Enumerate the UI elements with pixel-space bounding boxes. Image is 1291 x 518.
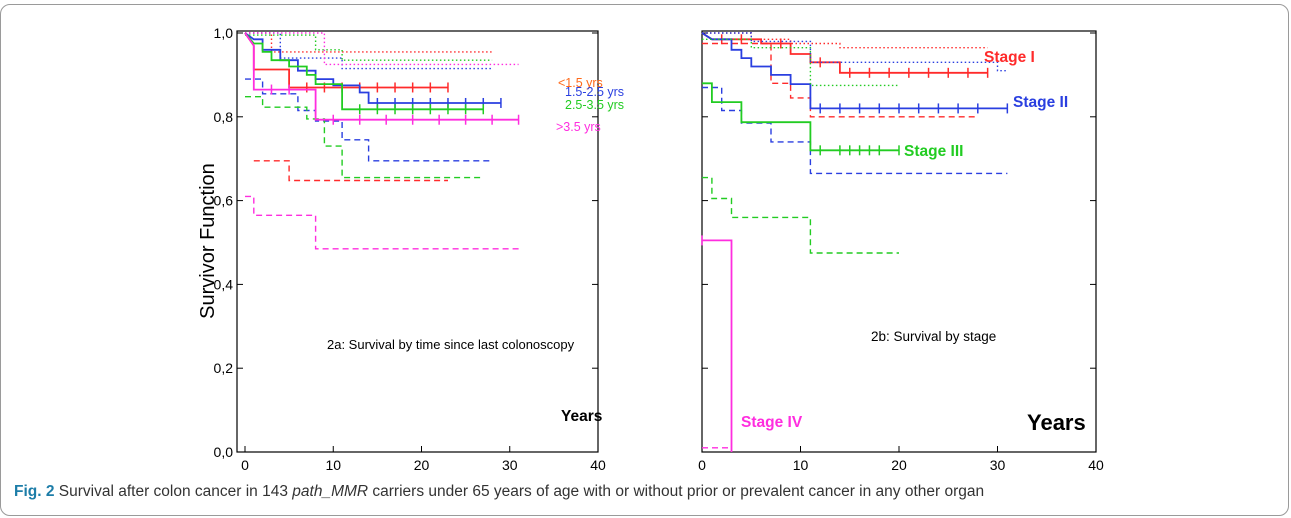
series-label: Stage III	[904, 143, 963, 160]
series-line-2b-0	[701, 32, 988, 74]
caption-italic: path_MMR	[292, 483, 369, 500]
x-tick-label: 0	[241, 457, 249, 473]
figure-caption: Fig. 2 Survival after colon cancer in 14…	[14, 483, 1284, 501]
caption-text-after: carriers under 65 years of age with or w…	[368, 483, 985, 500]
caption-text-before: Survival after colon cancer in 143	[54, 483, 293, 500]
series-line-2a-10	[244, 32, 519, 121]
y-tick-label: 0,6	[214, 193, 234, 209]
series-line-2b-1	[702, 32, 988, 49]
x-axis-label: Years	[1027, 410, 1086, 435]
series-label: 2.5-3.5 yrs	[565, 98, 624, 112]
series-label: Stage II	[1013, 94, 1068, 111]
series-label: >3.5 yrs	[556, 120, 601, 134]
series-line-2a-7	[244, 32, 484, 111]
series-line-2b-3	[701, 32, 1008, 110]
panel-subtitle: 2b: Survival by stage	[871, 329, 996, 344]
x-tick-label: 10	[325, 457, 341, 473]
panel-subtitle: 2a: Survival by time since last colonosc…	[327, 337, 575, 352]
y-tick-label: 0,8	[214, 109, 234, 125]
series-line-2b-8	[702, 176, 899, 254]
series-line-2a-3	[253, 160, 448, 182]
series-line-2a-8	[245, 34, 493, 61]
x-tick-label: 10	[793, 457, 809, 473]
series-line-2b-6	[702, 82, 899, 152]
survival-charts: 0 10 20 30 40 0,0 0,2 0,4 0,6 0,8 1,0 <1.5 yrs1.5-2…	[197, 25, 1104, 473]
series-label: Stage I	[984, 49, 1035, 66]
x-tick-label: 20	[414, 457, 430, 473]
series-line-2b-7	[702, 38, 899, 87]
series-label: 1.5-2.5 yrs	[565, 85, 624, 99]
plot-frame-2a	[236, 30, 599, 453]
y-tick-label: 0,0	[214, 444, 234, 460]
series-line-2b-2	[702, 42, 978, 118]
x-tick-label: 0	[698, 457, 706, 473]
y-tick-label: 1,0	[214, 25, 234, 41]
series-label: Stage IV	[741, 414, 803, 431]
series-line-2b-9	[702, 239, 733, 452]
x-axis-label: Years	[561, 408, 602, 425]
caption-label: Fig. 2	[14, 483, 55, 500]
y-axis-label: Survivor Function	[197, 163, 219, 319]
x-tick-label: 20	[891, 457, 907, 473]
x-tick-label: 40	[590, 457, 606, 473]
y-tick-label: 0,4	[214, 276, 234, 292]
series-line-2a-2	[245, 32, 493, 53]
series-line-2a-12	[245, 195, 519, 250]
x-tick-label: 30	[502, 457, 518, 473]
series-label: <1.5 yrs	[558, 76, 603, 90]
series-line-2b-5	[702, 86, 1008, 175]
x-tick-label: 30	[990, 457, 1006, 473]
series-line-2a-5	[245, 32, 493, 70]
figure-frame	[0, 4, 1289, 516]
y-tick-label: 0,2	[214, 360, 234, 376]
x-tick-label: 40	[1088, 457, 1104, 473]
